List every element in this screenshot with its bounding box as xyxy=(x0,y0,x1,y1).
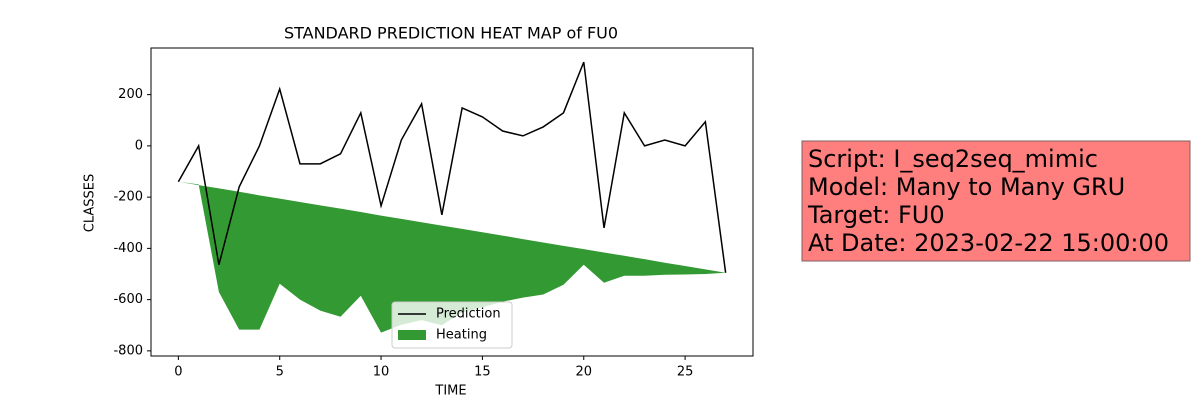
legend-label: Heating xyxy=(436,328,487,343)
y-tick-label: 200 xyxy=(118,87,143,102)
annotation-line: At Date: 2023-02-22 15:00:00 xyxy=(808,229,1169,257)
x-tick-label: 20 xyxy=(575,365,592,380)
x-tick-label: 5 xyxy=(276,365,284,380)
heating-area xyxy=(178,181,726,333)
y-tick-label: -400 xyxy=(113,241,143,256)
chart-title: STANDARD PREDICTION HEAT MAP of FU0 xyxy=(284,24,618,43)
annotation-line: Script: I_seq2seq_mimic xyxy=(808,145,1098,173)
legend-swatch xyxy=(398,330,426,340)
y-tick-label: 0 xyxy=(135,138,143,153)
x-tick-label: 25 xyxy=(677,365,694,380)
x-tick-label: 0 xyxy=(174,365,182,380)
x-tick-label: 10 xyxy=(373,365,390,380)
x-axis-label: TIME xyxy=(434,384,466,399)
annotation-line: Target: FU0 xyxy=(807,201,945,229)
legend-label: Prediction xyxy=(436,307,501,322)
prediction-line xyxy=(177,61,727,273)
y-tick-label: -800 xyxy=(113,343,143,358)
y-tick-label: -600 xyxy=(113,292,143,307)
plot-frame xyxy=(150,47,754,357)
x-tick-label: 15 xyxy=(474,365,491,380)
annotation-box xyxy=(801,140,1191,262)
annotation-line: Model: Many to Many GRU xyxy=(808,173,1125,201)
y-axis-label: CLASSES xyxy=(83,174,98,232)
y-tick-label: -200 xyxy=(113,190,143,205)
